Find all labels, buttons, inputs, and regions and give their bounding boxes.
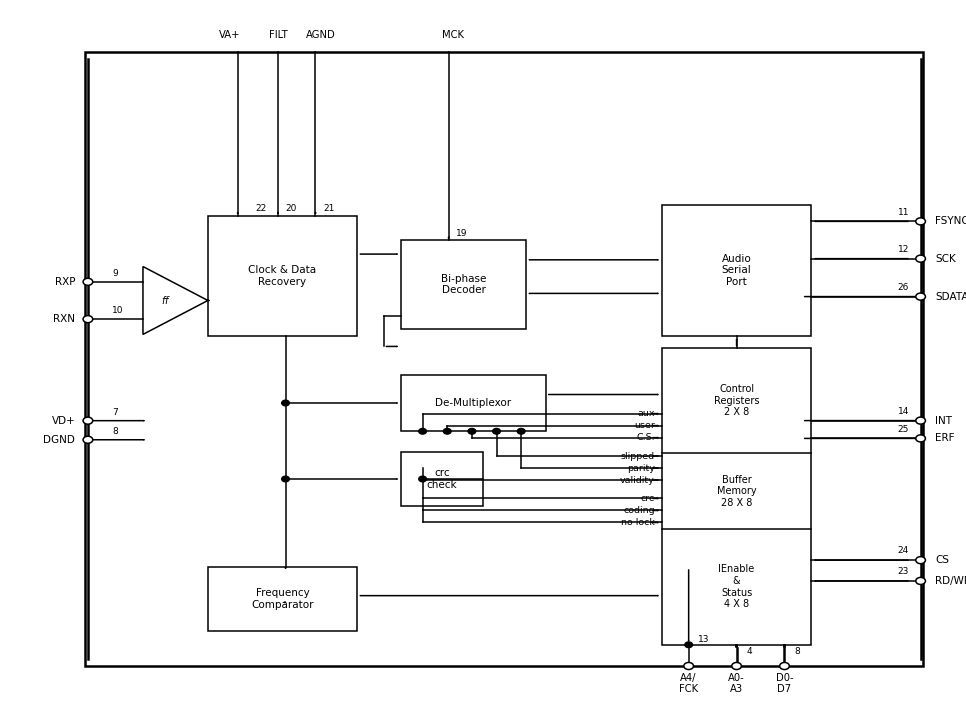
Text: A0-
A3: A0- A3	[728, 673, 745, 694]
Text: RXN: RXN	[53, 314, 75, 324]
Text: 10: 10	[112, 306, 124, 315]
Text: A4/
FCK: A4/ FCK	[679, 673, 698, 694]
Text: 8: 8	[794, 648, 800, 656]
Text: 7: 7	[112, 408, 118, 416]
Circle shape	[916, 556, 925, 563]
Circle shape	[780, 662, 789, 670]
Text: VA+: VA+	[219, 30, 241, 40]
Text: IEnable
&
Status
4 X 8: IEnable & Status 4 X 8	[719, 564, 754, 609]
Text: 26: 26	[897, 283, 909, 292]
Bar	[208, 216, 357, 336]
Text: 21: 21	[324, 204, 334, 213]
Text: 13: 13	[698, 635, 710, 643]
Circle shape	[493, 428, 500, 434]
Text: 12: 12	[897, 245, 909, 254]
Bar	[662, 205, 811, 336]
Text: ERF: ERF	[935, 433, 954, 443]
Circle shape	[518, 428, 526, 434]
Text: crc: crc	[640, 494, 655, 503]
Circle shape	[684, 662, 694, 670]
Text: CS: CS	[935, 555, 949, 565]
Circle shape	[443, 428, 451, 434]
Circle shape	[916, 578, 925, 585]
Text: Audio
Serial
Port: Audio Serial Port	[722, 254, 752, 287]
Circle shape	[419, 428, 427, 434]
Circle shape	[732, 662, 742, 670]
Text: user: user	[634, 421, 655, 430]
Text: slipped: slipped	[621, 452, 655, 460]
Bar	[662, 348, 811, 645]
Text: aux: aux	[638, 409, 655, 418]
Text: coding: coding	[623, 506, 655, 515]
Circle shape	[83, 436, 93, 443]
Circle shape	[916, 218, 925, 225]
Text: Control
Registers
2 X 8: Control Registers 2 X 8	[714, 384, 759, 417]
Circle shape	[685, 642, 693, 648]
Circle shape	[83, 279, 93, 286]
Bar	[401, 375, 546, 431]
Text: SCK: SCK	[935, 254, 955, 264]
Circle shape	[916, 255, 925, 262]
Text: 4: 4	[747, 648, 752, 656]
Circle shape	[83, 315, 93, 322]
Text: AGND: AGND	[305, 30, 335, 40]
Text: De-Multiplexor: De-Multiplexor	[436, 398, 511, 408]
Text: C.S.: C.S.	[637, 433, 655, 442]
Circle shape	[282, 400, 290, 406]
Circle shape	[916, 417, 925, 424]
Circle shape	[916, 435, 925, 442]
Text: RXP: RXP	[55, 277, 75, 287]
Text: MCK: MCK	[442, 30, 465, 40]
Text: FILT: FILT	[269, 30, 288, 40]
Text: VD+: VD+	[51, 416, 75, 426]
Text: DGND: DGND	[43, 435, 75, 445]
Text: Buffer
Memory
28 X 8: Buffer Memory 28 X 8	[717, 474, 756, 508]
Text: 11: 11	[897, 208, 909, 216]
Bar	[401, 452, 483, 506]
Bar	[85, 52, 923, 666]
Text: 20: 20	[286, 204, 298, 213]
Text: 9: 9	[112, 269, 118, 278]
Circle shape	[83, 417, 93, 424]
Text: 19: 19	[456, 229, 468, 238]
Text: 22: 22	[255, 204, 267, 213]
Text: Frequency
Comparator: Frequency Comparator	[251, 588, 314, 609]
Text: INT: INT	[935, 416, 952, 426]
Text: Clock & Data
Recovery: Clock & Data Recovery	[248, 265, 317, 286]
Text: no lock: no lock	[621, 518, 655, 527]
Text: validity: validity	[620, 476, 655, 484]
Circle shape	[469, 428, 475, 434]
Text: 8: 8	[112, 427, 118, 436]
Text: SDATA: SDATA	[935, 291, 966, 302]
Text: RD/WR: RD/WR	[935, 576, 966, 586]
Text: FSYNC: FSYNC	[935, 216, 966, 226]
Bar	[208, 567, 357, 631]
Text: 25: 25	[897, 425, 909, 433]
Text: crc
check: crc check	[427, 468, 457, 490]
Bar	[401, 240, 526, 329]
Circle shape	[282, 477, 290, 482]
Text: 23: 23	[897, 567, 909, 576]
Text: D0-
D7: D0- D7	[776, 673, 793, 694]
Circle shape	[916, 293, 925, 300]
Text: Bi-phase
Decoder: Bi-phase Decoder	[441, 274, 486, 296]
Circle shape	[419, 477, 427, 482]
Text: 24: 24	[897, 547, 909, 556]
Text: $\it{ff}$: $\it{ff}$	[160, 295, 171, 306]
Text: 14: 14	[897, 407, 909, 416]
Text: parity: parity	[627, 464, 655, 472]
